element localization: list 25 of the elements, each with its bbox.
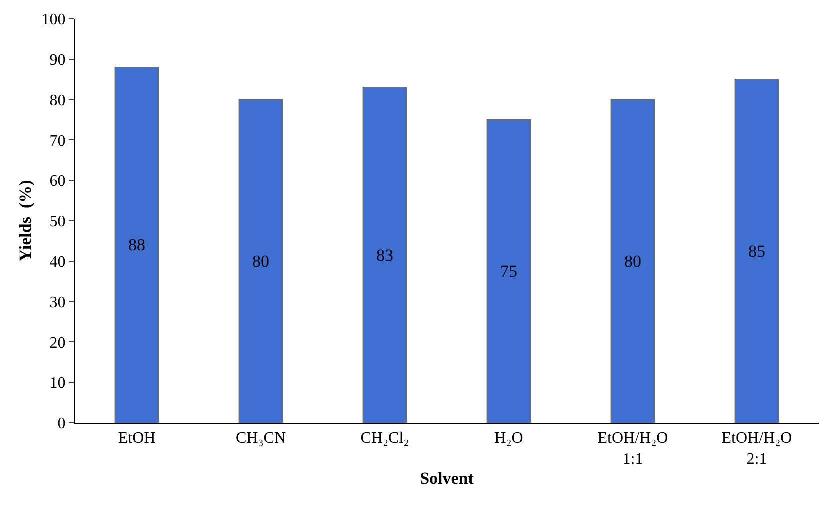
x-tick-label: CH₂Cl₂ [360,430,410,448]
data-label: 83 [376,246,394,265]
x-axis-title: Solvent [420,469,474,488]
y-tick-label: 70 [50,132,66,150]
data-label: 80 [624,252,642,271]
y-tick-label: 10 [50,375,66,392]
y-tick-label: 30 [50,294,66,312]
x-tick-label: EtOH [118,430,156,448]
y-tick-label: 40 [50,254,66,271]
data-label: 75 [500,262,518,281]
data-label: 80 [252,252,270,271]
x-tick-label: EtOH/H₂O 1:1 [598,430,668,468]
y-tick-label: 80 [50,92,66,110]
y-tick-label: 50 [50,214,66,231]
y-axis-title: Yields (%) [16,180,35,262]
y-tick-label: 100 [42,12,66,29]
x-tick-label: H₂O [494,430,524,448]
y-tick-label: 90 [50,52,66,69]
x-tick-label: CH₃CN [236,430,286,448]
y-tick-label: 20 [50,334,66,352]
data-label: 88 [128,236,146,255]
x-tick-label: EtOH/H₂O 2:1 [722,430,792,468]
y-tick-label: 0 [58,416,66,433]
y-tick-label: 60 [50,173,66,190]
data-label: 85 [748,242,766,261]
